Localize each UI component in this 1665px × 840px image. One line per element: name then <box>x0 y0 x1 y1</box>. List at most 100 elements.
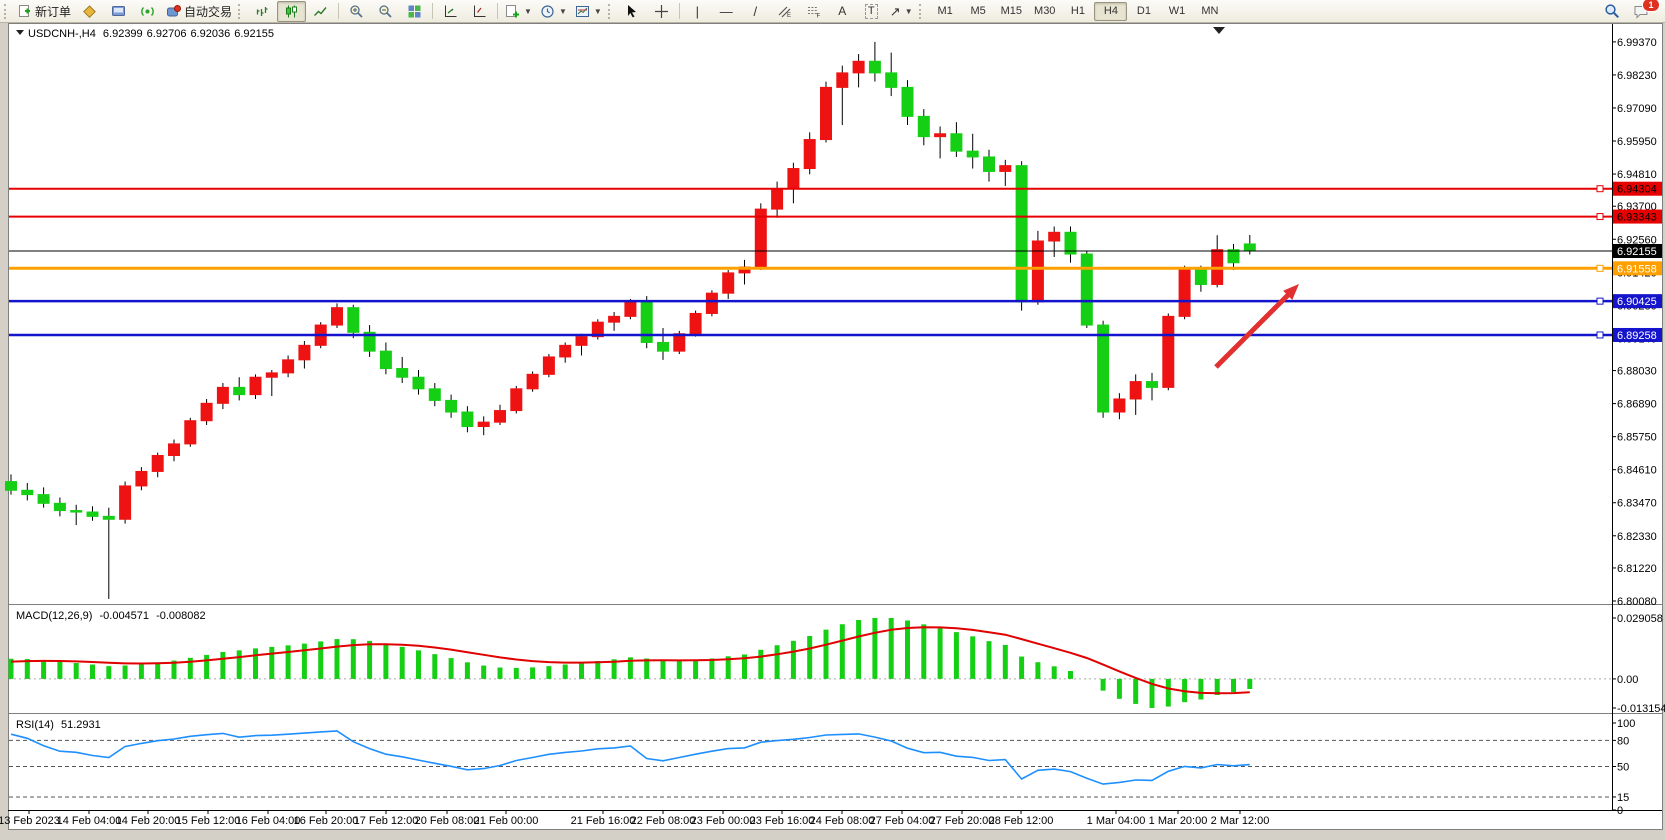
template-button[interactable]: ▼ <box>571 1 606 22</box>
candlestick <box>787 168 800 190</box>
trendline-tool-button[interactable]: / <box>741 1 770 22</box>
label-tool-button[interactable]: T <box>857 1 886 22</box>
vertical-line-tool-button[interactable]: | <box>683 1 712 22</box>
candlestick <box>966 150 979 158</box>
svg-text:F: F <box>816 13 820 19</box>
autotrade-button[interactable]: 自动交易 <box>162 1 236 22</box>
chevron-down-icon: ▼ <box>558 6 567 16</box>
autotrade-icon <box>167 4 182 16</box>
tile-windows-button[interactable] <box>400 1 429 22</box>
candlestick <box>396 368 409 378</box>
candlestick <box>233 386 246 396</box>
time-tick-label: 16 Feb 04:00 <box>236 815 301 827</box>
notifications-button[interactable]: 1 <box>1626 0 1660 22</box>
candlestick <box>1162 315 1175 388</box>
candlestick <box>608 315 621 323</box>
toolbar-grip[interactable] <box>607 3 614 19</box>
zoom-in-icon <box>350 4 363 18</box>
trend-arrow-line[interactable] <box>1214 290 1293 369</box>
candlestick <box>347 307 360 333</box>
arrows-tool-button[interactable]: ↗ ▼ <box>886 1 917 22</box>
cursor-button[interactable] <box>618 1 647 22</box>
price-tick-label: 6.86890 <box>1617 399 1657 411</box>
candlestick <box>705 292 718 314</box>
search-button[interactable] <box>1597 1 1626 22</box>
candlestick <box>5 481 17 491</box>
new-order-button[interactable]: 新订单 <box>14 1 75 22</box>
price-tick-label: 6.88030 <box>1617 366 1657 378</box>
cursor-icon <box>628 5 637 18</box>
candlestick <box>477 421 490 428</box>
signal-icon <box>141 6 154 16</box>
timeframe-m30-button[interactable]: M30 <box>1034 5 1056 17</box>
horizontal-line-tool-button[interactable]: — <box>712 1 741 22</box>
level-price-label-box <box>1613 294 1662 309</box>
timeframe-m5-button[interactable]: M5 <box>970 5 986 17</box>
price-tick-label: 6.99370 <box>1617 37 1657 49</box>
trend-arrow-head[interactable] <box>1283 284 1299 300</box>
time-tick-label: 14 Feb 04:00 <box>57 815 122 827</box>
chart-type-line-button[interactable] <box>306 1 335 22</box>
rsi-tick-label: 80 <box>1617 735 1629 747</box>
candlestick <box>722 272 735 294</box>
svg-text:E: E <box>787 13 791 19</box>
text-tool-icon: A <box>838 3 847 18</box>
candlestick <box>216 386 229 404</box>
candlestick <box>689 312 702 335</box>
level-line-handle[interactable] <box>1596 297 1604 305</box>
toolbar-grip[interactable] <box>4 3 10 19</box>
level-price-label: 6.90425 <box>1617 296 1657 308</box>
crosshair-button[interactable] <box>647 1 676 22</box>
strategy-tester-button[interactable] <box>133 1 162 22</box>
timeframe-d1-button[interactable]: D1 <box>1136 5 1151 17</box>
period-button[interactable]: ▼ <box>536 1 571 22</box>
window-bottom-edge <box>0 830 1665 840</box>
timeframe-h1-button[interactable]: H1 <box>1070 5 1085 17</box>
timeframe-mn-button[interactable]: MN <box>1201 5 1219 17</box>
chart-type-bars-button[interactable] <box>248 1 277 22</box>
candlestick <box>249 376 262 396</box>
timeframe-m15-button[interactable]: M15 <box>1000 5 1023 17</box>
timeframe-group: M1 M5 M15 M30 H1 H4 D1 W1 MN <box>929 1 1227 21</box>
arrow-tool-icon: ↗ <box>889 3 901 19</box>
candlestick <box>200 402 213 422</box>
market-watch-button[interactable] <box>75 1 104 22</box>
timeframe-w1-button[interactable]: W1 <box>1168 5 1186 17</box>
candlestick <box>1031 240 1044 303</box>
level-line-handle[interactable] <box>1596 185 1604 193</box>
candlestick <box>1048 231 1061 242</box>
time-tick-label: 16 Feb 20:00 <box>294 815 359 827</box>
candlestick <box>70 510 83 513</box>
channel-tool-button[interactable]: E <box>770 1 799 22</box>
clock-icon <box>541 4 554 18</box>
time-tick-label: 1 Mar 04:00 <box>1087 815 1146 827</box>
price-tick-label: 6.84610 <box>1617 465 1657 477</box>
level-line-handle[interactable] <box>1596 331 1604 339</box>
chart-shift-marker[interactable] <box>1213 27 1225 34</box>
zoom-in-button[interactable] <box>342 1 371 22</box>
indicator-window-button[interactable] <box>436 1 465 22</box>
timeframe-m1-button[interactable]: M1 <box>937 5 953 17</box>
label-tool-icon: T <box>864 3 878 19</box>
text-tool-button[interactable]: A <box>828 1 857 22</box>
level-price-label-box <box>1613 181 1662 196</box>
add-indicator-button[interactable]: ▼ <box>501 1 536 22</box>
data-window-button[interactable] <box>104 1 133 22</box>
chart-type-candles-button[interactable] <box>277 0 307 22</box>
toolbar-grip[interactable] <box>238 3 244 19</box>
indicator-window-remove-button[interactable] <box>465 1 494 22</box>
timeframe-h4-button[interactable]: H4 <box>1094 1 1128 21</box>
time-tick-label: 23 Feb 00:00 <box>691 815 756 827</box>
time-tick-label: 24 Feb 08:00 <box>810 815 875 827</box>
fibonacci-tool-button[interactable]: F <box>799 1 828 22</box>
level-line-handle[interactable] <box>1596 213 1604 221</box>
toolbar-grip[interactable] <box>918 3 925 19</box>
level-price-label: 6.91558 <box>1617 263 1657 275</box>
candlestick <box>168 443 180 456</box>
candlestick <box>836 72 849 88</box>
candlestick <box>282 359 295 374</box>
candlestick <box>1015 165 1028 303</box>
level-line-handle[interactable] <box>1596 264 1604 272</box>
candlestick <box>1129 381 1142 400</box>
zoom-out-button[interactable] <box>371 1 400 22</box>
